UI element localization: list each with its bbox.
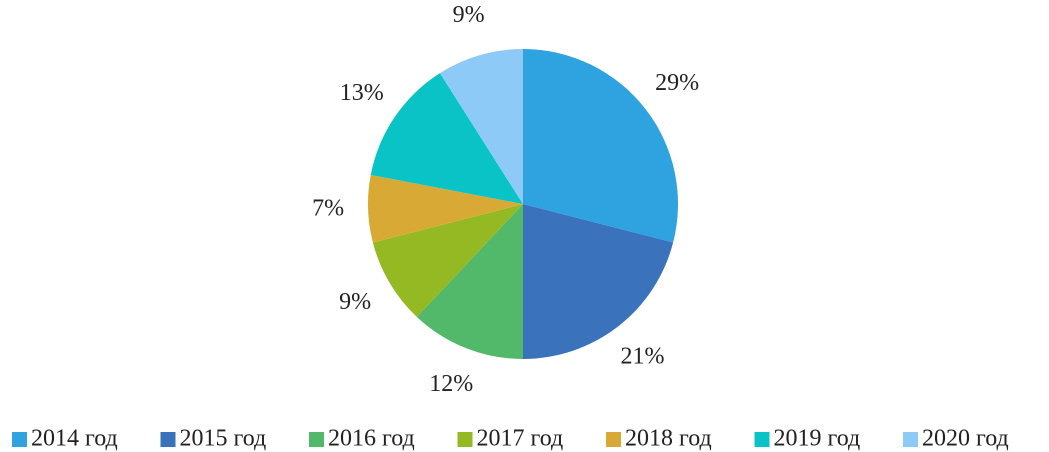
pie-slice: [523, 204, 674, 359]
data-label: 29%: [655, 70, 699, 96]
pie-slice: [368, 174, 523, 243]
data-label: 9%: [453, 2, 485, 28]
data-label: 21%: [621, 344, 665, 370]
legend-label: 2015 год: [180, 426, 267, 452]
pie-slice: [372, 204, 523, 317]
pie-slice: [416, 204, 523, 359]
legend-label: 2018 год: [625, 426, 712, 452]
legend-swatch: [903, 432, 918, 447]
legend-label: 2020 год: [922, 426, 1009, 452]
pie-slice: [439, 49, 523, 204]
legend-swatch: [457, 432, 473, 447]
pie-slice: [370, 73, 523, 204]
legend-swatch: [12, 432, 27, 447]
legend-swatch: [606, 432, 621, 447]
legend-swatch: [754, 432, 770, 447]
legend-swatch: [309, 432, 324, 447]
legend-label: 2016 год: [328, 426, 415, 452]
data-label: 7%: [312, 196, 344, 222]
data-label: 12%: [429, 371, 473, 397]
data-label: 9%: [339, 289, 371, 315]
data-label: 13%: [340, 80, 384, 106]
legend-swatch: [160, 432, 176, 447]
legend-label: 2014 год: [31, 426, 118, 452]
legend-label: 2019 год: [774, 426, 861, 452]
legend-label: 2017 год: [477, 426, 564, 452]
pie-slice: [523, 49, 678, 243]
